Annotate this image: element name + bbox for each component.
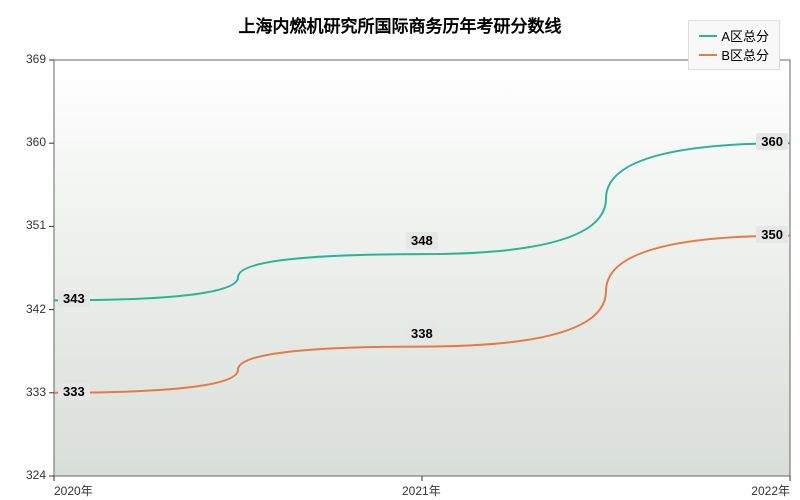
legend-item-a: A区总分: [699, 26, 769, 45]
chart-container: 上海内燃机研究所国际商务历年考研分数线 A区总分 B区总分 324 333 342 3…: [0, 0, 800, 500]
x-tick-label: 2020年: [54, 482, 93, 499]
legend: A区总分 B区总分: [688, 20, 780, 70]
data-label: 350: [756, 226, 788, 243]
data-label: 360: [756, 133, 788, 150]
y-tick-label: 360: [26, 135, 46, 149]
y-tick-label: 333: [26, 385, 46, 399]
legend-swatch-a: [699, 35, 717, 37]
data-label: 333: [58, 383, 90, 400]
y-tick-label: 351: [26, 218, 46, 232]
data-label: 338: [406, 325, 438, 342]
legend-label-a: A区总分: [721, 26, 769, 45]
chart-svg: [0, 0, 800, 500]
legend-item-b: B区总分: [699, 45, 769, 64]
data-label: 348: [406, 232, 438, 249]
legend-swatch-b: [699, 54, 717, 56]
chart-title: 上海内燃机研究所国际商务历年考研分数线: [239, 12, 562, 37]
data-label: 343: [58, 290, 90, 307]
y-tick-label: 342: [26, 302, 46, 316]
x-tick-label: 2021年: [402, 482, 441, 499]
x-tick-label: 2022年: [751, 482, 790, 499]
y-tick-label: 324: [26, 468, 46, 482]
y-tick-label: 369: [26, 52, 46, 66]
legend-label-b: B区总分: [721, 45, 769, 64]
